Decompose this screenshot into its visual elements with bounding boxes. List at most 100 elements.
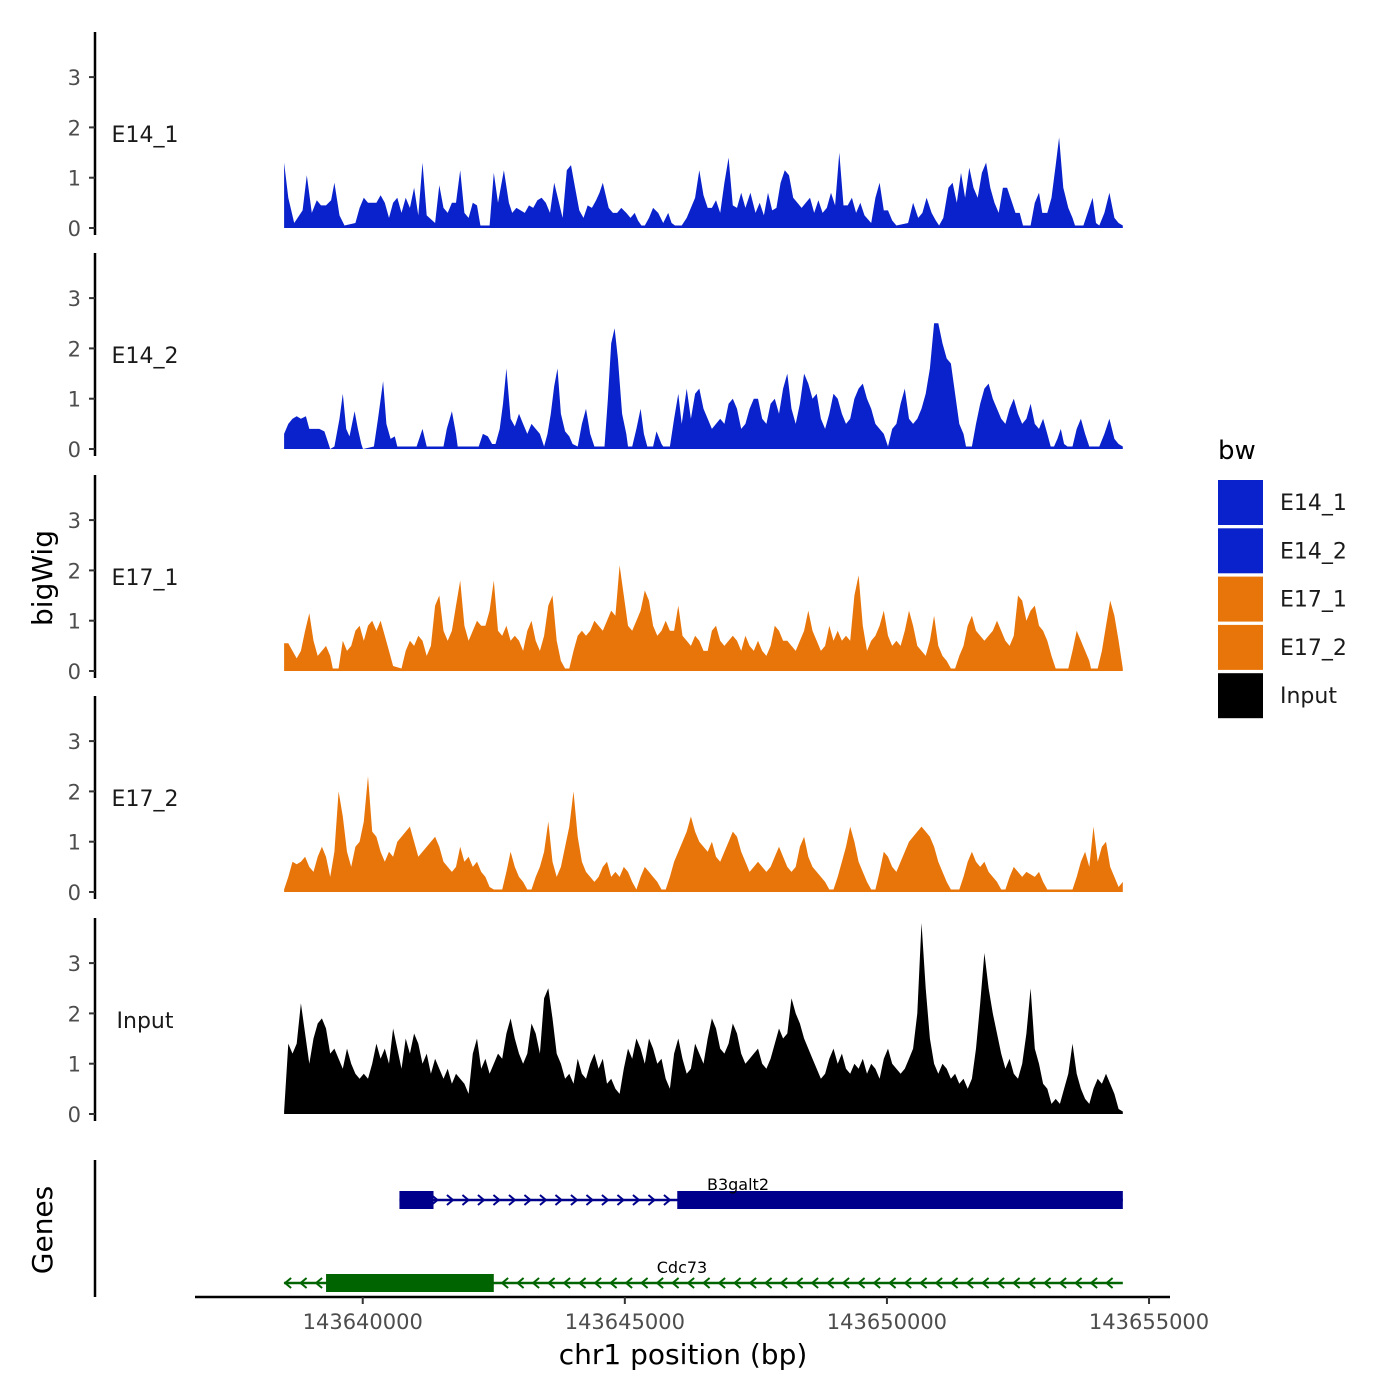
- strand-chevron: [764, 1277, 773, 1289]
- legend-label-e17_1: E17_1: [1280, 588, 1347, 613]
- gene-b3galt2: B3galt2: [399, 1175, 1123, 1209]
- y-tick-label-2: 2: [68, 116, 81, 140]
- legend: bw E14_1 E14_2 E17_1 E17_2 Input: [1218, 436, 1347, 719]
- strand-chevron: [795, 1277, 804, 1289]
- strand-chevron: [314, 1277, 323, 1289]
- legend-label-input: Input: [1280, 684, 1337, 709]
- strand-chevron: [477, 1194, 486, 1206]
- strand-chevron: [748, 1277, 757, 1289]
- strand-chevron: [299, 1277, 308, 1289]
- strand-chevron: [702, 1277, 711, 1289]
- strand-chevron: [934, 1277, 943, 1289]
- strand-chevron: [640, 1277, 649, 1289]
- strand-chevron: [950, 1277, 959, 1289]
- strand-chevron: [1074, 1277, 1083, 1289]
- track-label-e17_1: E17_1: [112, 566, 179, 591]
- strand-chevron: [570, 1194, 579, 1206]
- strand-chevron: [981, 1277, 990, 1289]
- strand-chevron: [996, 1277, 1005, 1289]
- strand-chevron: [539, 1194, 548, 1206]
- track-e17_1: 0 1 2 3 E17_1: [68, 475, 1123, 684]
- track-e14_2: 0 1 2 3 E14_2: [68, 253, 1123, 462]
- legend-label-e14_2: E14_2: [1280, 539, 1347, 564]
- gene-label-b3galt2: B3galt2: [707, 1175, 769, 1194]
- y-tick-label-1: 1: [68, 831, 81, 855]
- strand-chevron: [632, 1194, 641, 1206]
- strand-chevron: [578, 1277, 587, 1289]
- strand-chevron: [1089, 1277, 1098, 1289]
- legend-title: bw: [1218, 436, 1256, 466]
- track-label-e17_2: E17_2: [112, 787, 179, 812]
- exon-block: [399, 1191, 434, 1209]
- x-tick-label-2: 143650000: [827, 1310, 947, 1334]
- y-tick-label-3: 3: [68, 509, 81, 533]
- strand-chevron: [616, 1194, 625, 1206]
- y-tick-label-3: 3: [68, 287, 81, 311]
- track-label-e14_2: E14_2: [112, 344, 179, 369]
- gene-label-cdc73: Cdc73: [657, 1258, 707, 1277]
- track-label-input: Input: [117, 1009, 174, 1034]
- strand-chevron: [523, 1194, 532, 1206]
- legend-key-input: [1218, 673, 1263, 719]
- y-tick-label-2: 2: [68, 780, 81, 804]
- strand-chevron: [562, 1277, 571, 1289]
- strand-chevron: [919, 1277, 928, 1289]
- strand-chevron: [508, 1194, 517, 1206]
- x-tick-label-0: 143640000: [303, 1310, 423, 1334]
- y-tick-label-0: 0: [68, 660, 81, 684]
- strand-chevron: [857, 1277, 866, 1289]
- exon-block: [677, 1191, 1123, 1209]
- strand-chevron: [585, 1194, 594, 1206]
- track-e17_2: 0 1 2 3 E17_2: [68, 696, 1123, 905]
- strand-chevron: [647, 1194, 656, 1206]
- strand-chevron: [516, 1277, 525, 1289]
- coverage-area-e17_2: [284, 776, 1123, 892]
- strand-chevron: [663, 1194, 672, 1206]
- legend-key-e17_2: [1218, 624, 1263, 670]
- strand-chevron: [500, 1277, 509, 1289]
- x-axis-title: chr1 position (bp): [559, 1338, 808, 1371]
- gene-cdc73: Cdc73: [283, 1258, 1123, 1292]
- y-tick-label-0: 0: [68, 217, 81, 241]
- strand-chevron: [671, 1277, 680, 1289]
- legend-label-e14_1: E14_1: [1280, 491, 1347, 516]
- x-axis: 143640000 143645000 143650000 143655000: [195, 1295, 1209, 1334]
- x-tick-label-1: 143645000: [565, 1310, 685, 1334]
- coverage-tracks: 0 1 2 3 E14_1 0 1 2 3 E14_2 0 1 2 3 E17_1 0 1 2 3 E17_2 0 1 2 3…: [68, 32, 1123, 1127]
- strand-chevron: [903, 1277, 912, 1289]
- strand-chevron: [593, 1277, 602, 1289]
- y-tick-label-0: 0: [68, 438, 81, 462]
- y-tick-label-0: 0: [68, 881, 81, 905]
- strand-chevron: [686, 1277, 695, 1289]
- strand-chevron: [1043, 1277, 1052, 1289]
- gene-track: B3galt2 Cdc73: [93, 1160, 1123, 1297]
- strand-chevron: [810, 1277, 819, 1289]
- strand-chevron: [1027, 1277, 1036, 1289]
- y-tick-label-1: 1: [68, 610, 81, 634]
- y-tick-label-3: 3: [68, 66, 81, 90]
- y-tick-label-2: 2: [68, 1002, 81, 1026]
- y-tick-label-3: 3: [68, 730, 81, 754]
- strand-chevron: [531, 1277, 540, 1289]
- strand-chevron: [1012, 1277, 1021, 1289]
- strand-chevron: [624, 1277, 633, 1289]
- strand-chevron: [1058, 1277, 1067, 1289]
- strand-chevron: [554, 1194, 563, 1206]
- track-input: 0 1 2 3 Input: [68, 918, 1123, 1127]
- strand-chevron: [717, 1277, 726, 1289]
- y-tick-label-0: 0: [68, 1103, 81, 1127]
- genes-axis-title: Genes: [26, 1186, 59, 1274]
- y-tick-label-1: 1: [68, 1053, 81, 1077]
- strand-chevron: [609, 1277, 618, 1289]
- exon-block: [326, 1274, 494, 1292]
- coverage-area-e14_1: [284, 137, 1123, 228]
- legend-key-e14_2: [1218, 528, 1263, 574]
- x-tick-label-3: 143655000: [1089, 1310, 1209, 1334]
- strand-chevron: [841, 1277, 850, 1289]
- strand-chevron: [826, 1277, 835, 1289]
- strand-chevron: [446, 1194, 455, 1206]
- track-label-e14_1: E14_1: [112, 123, 179, 148]
- y-axis-title: bigWig: [26, 530, 59, 626]
- y-tick-label-1: 1: [68, 388, 81, 412]
- strand-chevron: [1105, 1277, 1114, 1289]
